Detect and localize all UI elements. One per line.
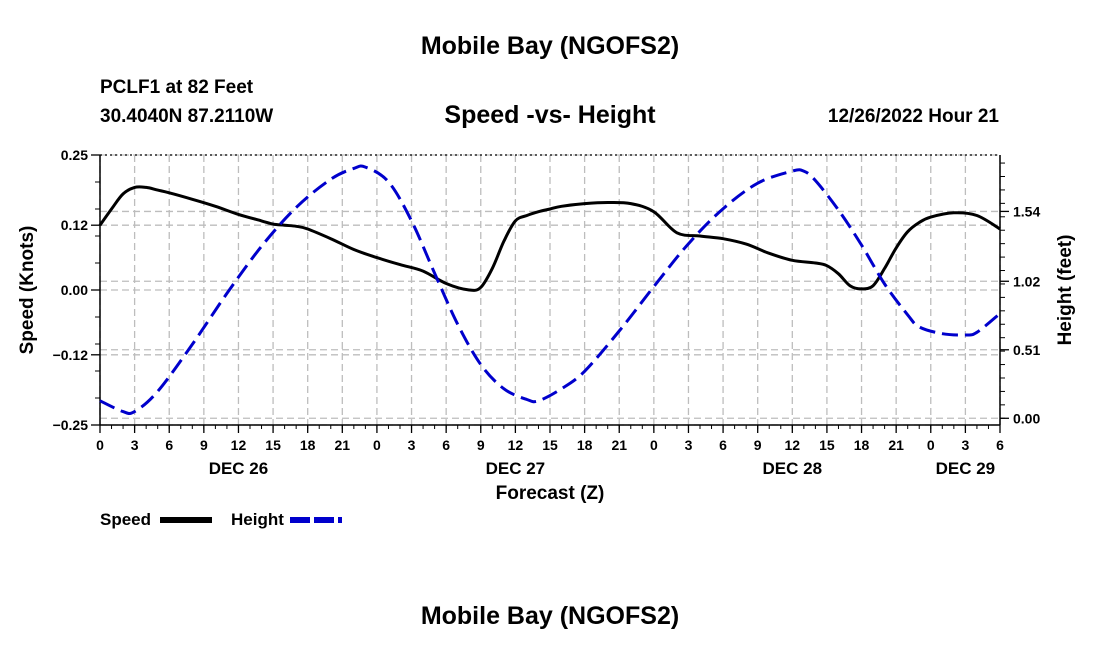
x-tick-label: 3	[685, 437, 693, 453]
page-title: Mobile Bay (NGOFS2)	[420, 32, 680, 60]
x-tick-label: 15	[265, 437, 281, 453]
x-tick-label: 0	[650, 437, 658, 453]
station-coordinates: 30.4040N 87.2110W	[100, 106, 274, 127]
x-tick-label: 6	[165, 437, 173, 453]
x-tick-label: 6	[719, 437, 727, 453]
x-tick-label: 18	[300, 437, 316, 453]
x-date-label: DEC 28	[763, 459, 823, 478]
y-right-tick-label: 1.54	[1013, 203, 1040, 219]
x-date-label: DEC 27	[486, 459, 546, 478]
x-tick-label: 9	[754, 437, 762, 453]
x-tick-label: 15	[819, 437, 835, 453]
x-tick-label: 3	[961, 437, 969, 453]
y-left-tick-label: −0.12	[53, 347, 89, 363]
legend-swatch-speed	[160, 517, 212, 523]
legend-swatch-height	[290, 517, 342, 523]
x-tick-label: 6	[996, 437, 1004, 453]
x-tick-label: 12	[785, 437, 801, 453]
x-axis-label: Forecast (Z)	[495, 483, 605, 504]
x-tick-label: 6	[442, 437, 450, 453]
y-left-tick-label: 0.25	[61, 147, 88, 163]
chart-title: Speed -vs- Height	[444, 101, 656, 129]
series-line-height	[99, 164, 1001, 416]
x-tick-label: 21	[611, 437, 627, 453]
x-tick-label: 12	[508, 437, 524, 453]
x-tick-label: 15	[542, 437, 558, 453]
x-tick-label: 0	[373, 437, 381, 453]
x-tick-label: 18	[577, 437, 593, 453]
x-date-label: DEC 29	[936, 459, 996, 478]
x-tick-label: 18	[854, 437, 870, 453]
x-tick-label: 9	[200, 437, 208, 453]
series-line-speed	[98, 185, 1001, 292]
x-tick-label: 3	[131, 437, 139, 453]
y-right-tick-label: 1.02	[1013, 273, 1040, 289]
y-left-tick-label: 0.00	[61, 282, 88, 298]
x-tick-label: 21	[335, 437, 351, 453]
x-tick-label: 9	[477, 437, 485, 453]
x-tick-label: 0	[927, 437, 935, 453]
x-tick-label: 3	[408, 437, 416, 453]
footer-title: Mobile Bay (NGOFS2)	[420, 602, 680, 630]
legend-label-speed: Speed	[100, 510, 152, 529]
legend-label-height: Height	[231, 510, 284, 529]
y-left-tick-label: 0.12	[61, 217, 88, 233]
x-tick-label: 0	[96, 437, 104, 453]
y-right-tick-label: 0.00	[1013, 410, 1040, 426]
station-name: PCLF1 at 82 Feet	[100, 77, 254, 98]
y-right-tick-label: 0.51	[1013, 342, 1040, 358]
x-tick-label: 21	[888, 437, 904, 453]
y-left-tick-label: −0.25	[53, 417, 89, 433]
x-tick-label: 12	[231, 437, 247, 453]
x-date-label: DEC 26	[209, 459, 269, 478]
forecast-timestamp: 12/26/2022 Hour 21	[827, 106, 999, 127]
